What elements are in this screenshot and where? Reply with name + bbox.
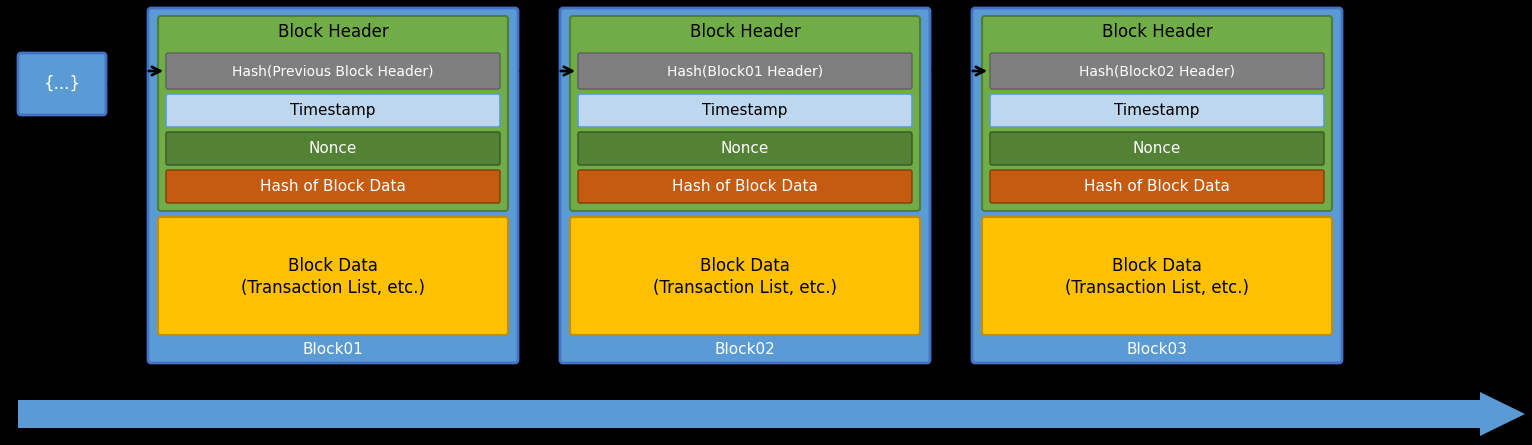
Text: Block Header: Block Header <box>689 23 800 41</box>
Text: Block Data: Block Data <box>1112 257 1203 275</box>
FancyBboxPatch shape <box>149 8 518 363</box>
Text: Hash of Block Data: Hash of Block Data <box>1085 179 1230 194</box>
FancyBboxPatch shape <box>570 217 921 335</box>
FancyBboxPatch shape <box>990 132 1324 165</box>
FancyBboxPatch shape <box>158 217 509 335</box>
FancyBboxPatch shape <box>158 16 509 211</box>
Text: Block Header: Block Header <box>1102 23 1212 41</box>
FancyBboxPatch shape <box>578 170 912 203</box>
Text: Block Data: Block Data <box>700 257 791 275</box>
Text: Hash(Block02 Header): Hash(Block02 Header) <box>1079 64 1235 78</box>
Text: (Transaction List, etc.): (Transaction List, etc.) <box>1065 279 1249 297</box>
Text: Hash of Block Data: Hash of Block Data <box>260 179 406 194</box>
Polygon shape <box>1480 392 1524 436</box>
Text: Block01: Block01 <box>303 341 363 356</box>
FancyBboxPatch shape <box>982 16 1331 211</box>
FancyBboxPatch shape <box>165 170 499 203</box>
Text: Nonce: Nonce <box>309 141 357 156</box>
Text: Block02: Block02 <box>714 341 775 356</box>
Text: Block03: Block03 <box>1126 341 1187 356</box>
Text: (Transaction List, etc.): (Transaction List, etc.) <box>653 279 836 297</box>
FancyBboxPatch shape <box>982 217 1331 335</box>
FancyBboxPatch shape <box>578 132 912 165</box>
Text: Hash(Block01 Header): Hash(Block01 Header) <box>666 64 823 78</box>
FancyBboxPatch shape <box>570 16 921 211</box>
FancyBboxPatch shape <box>18 53 106 115</box>
Text: Timestamp: Timestamp <box>1114 103 1200 118</box>
Text: Block Data: Block Data <box>288 257 378 275</box>
FancyBboxPatch shape <box>990 94 1324 127</box>
FancyBboxPatch shape <box>165 94 499 127</box>
FancyBboxPatch shape <box>165 132 499 165</box>
Text: Hash of Block Data: Hash of Block Data <box>673 179 818 194</box>
Text: (Transaction List, etc.): (Transaction List, etc.) <box>241 279 424 297</box>
Text: Nonce: Nonce <box>1132 141 1181 156</box>
Text: Timestamp: Timestamp <box>290 103 375 118</box>
FancyBboxPatch shape <box>165 53 499 89</box>
FancyBboxPatch shape <box>578 53 912 89</box>
Text: Timestamp: Timestamp <box>702 103 787 118</box>
Text: Nonce: Nonce <box>722 141 769 156</box>
FancyBboxPatch shape <box>990 53 1324 89</box>
FancyBboxPatch shape <box>561 8 930 363</box>
Text: {...}: {...} <box>43 75 81 93</box>
FancyBboxPatch shape <box>990 170 1324 203</box>
FancyBboxPatch shape <box>578 94 912 127</box>
Text: Hash(Previous Block Header): Hash(Previous Block Header) <box>233 64 434 78</box>
Text: Block Header: Block Header <box>277 23 389 41</box>
FancyBboxPatch shape <box>18 400 1480 428</box>
FancyBboxPatch shape <box>971 8 1342 363</box>
